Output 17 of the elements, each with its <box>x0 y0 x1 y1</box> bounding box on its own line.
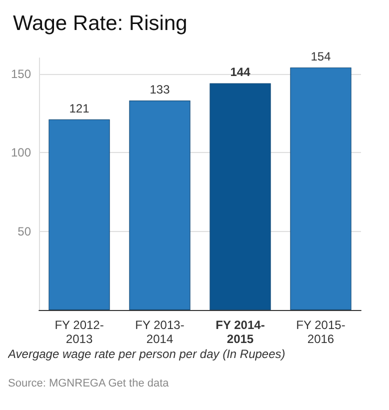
x-tick-label: FY 2014-2015 <box>216 318 265 346</box>
x-tick-label: FY 2015-2016 <box>296 318 346 346</box>
x-tick-label: FY 2012-2013 <box>54 318 104 346</box>
y-tick-label: 150 <box>10 66 32 81</box>
data-label: 121 <box>69 101 90 116</box>
bar <box>48 119 110 310</box>
source-note: Source: MGNREGA Get the data <box>8 378 170 390</box>
bar <box>290 67 352 310</box>
y-tick-label: 100 <box>10 146 32 160</box>
data-label: 144 <box>230 65 251 80</box>
data-label: 133 <box>150 82 170 97</box>
bar <box>210 83 271 310</box>
y-tick-label: 50 <box>18 224 32 238</box>
data-label: 154 <box>310 49 332 64</box>
bar <box>129 100 190 310</box>
chart-title: Wage Rate: Rising <box>13 12 188 35</box>
x-tick-label: FY 2013-2014 <box>135 318 184 346</box>
